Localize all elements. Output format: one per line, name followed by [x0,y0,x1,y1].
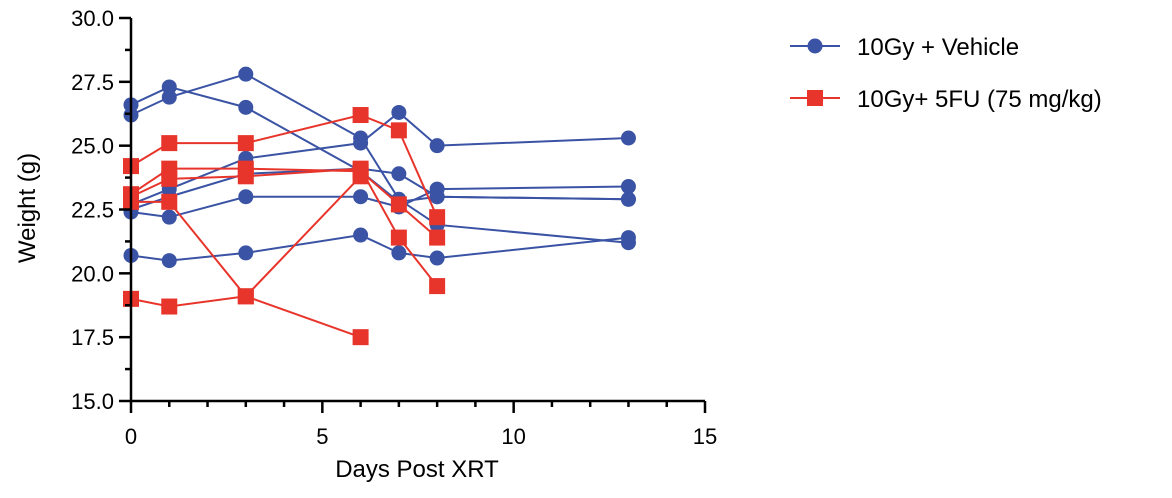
y-tick-label: 25.0 [71,134,114,159]
data-point [238,245,254,261]
legend-item: 10Gy+ 5FU (75 mg/kg) [790,86,1102,113]
data-point [352,107,369,124]
x-tick-label: 10 [501,424,525,449]
data-point [352,168,369,185]
legend-item: 10Gy + Vehicle [790,34,1019,61]
y-tick-label: 17.5 [71,325,114,350]
data-point [161,193,178,210]
data-point [352,329,369,346]
data-point [390,122,407,139]
data-point [390,229,407,246]
data-point [237,288,254,305]
y-tick-label: 20.0 [71,261,114,286]
legend: 10Gy + Vehicle 10Gy+ 5FU (75 mg/kg) [790,34,1102,113]
x-tick-label: 5 [316,424,328,449]
series-5fu [123,107,446,346]
data-point [161,298,178,315]
series-line [130,111,629,206]
data-point [238,99,254,115]
data-point [161,209,177,225]
legend-label: 10Gy+ 5FU (75 mg/kg) [857,86,1102,113]
data-point [161,253,177,269]
data-point [390,196,407,213]
data-point [391,245,407,261]
data-point [353,135,369,151]
data-point [620,191,636,207]
series-line [131,175,362,298]
y-tick-label: 27.5 [71,70,114,95]
series-line [130,295,361,339]
data-point [238,66,254,82]
data-point [161,89,177,105]
data-point [161,170,178,187]
data-point [237,168,254,185]
axes-layer: 15.0 17.5 20.0 22.5 25.0 27.5 30.0 0 5 10 15 [71,6,717,449]
data-point [620,179,636,195]
data-point [353,227,369,243]
y-tick-label: 22.5 [71,198,114,223]
data-point [161,135,178,152]
y-tick-label: 15.0 [71,389,114,414]
data-point [620,130,636,146]
data-point [429,229,446,246]
y-axis-title: Weight (g) [14,153,41,263]
legend-label: 10Gy + Vehicle [857,34,1019,61]
data-point [353,189,369,205]
series-layer [123,66,636,346]
data-point [620,230,636,246]
data-point [237,135,254,152]
x-tick-label: 15 [693,424,717,449]
series-line [130,85,629,203]
x-tick-label: 0 [125,424,137,449]
x-axis-title: Days Post XRT [335,456,499,483]
data-point [429,278,446,295]
data-point [429,138,445,154]
legend-swatch-marker [807,90,823,106]
data-point [429,209,446,226]
series-line [130,73,629,244]
y-tick-label: 30.0 [71,6,114,31]
series-vehicle [123,66,636,269]
data-point [429,250,445,266]
legend-swatch-marker [807,38,823,54]
data-point [391,166,407,182]
data-point [391,104,407,120]
data-point [429,189,445,205]
data-point [238,189,254,205]
